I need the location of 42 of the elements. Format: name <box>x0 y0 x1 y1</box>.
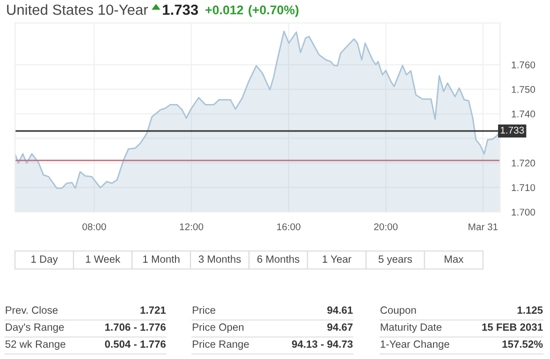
text: Day's Range <box>6 324 64 333</box>
text: 1 Month <box>143 255 180 263</box>
x-tick-label: 20:00 <box>374 223 398 230</box>
text: 94.67 <box>327 323 353 331</box>
y-tick-label: 1.750 <box>512 86 536 93</box>
text: Price <box>192 306 216 314</box>
x-tick-label: 12:00 <box>180 223 204 230</box>
text: 1.733 <box>162 4 198 15</box>
y-tick-label: 1.760 <box>512 61 536 68</box>
x-tick-label: Mar 31 <box>468 223 498 230</box>
y-tick-label: 1.700 <box>512 208 536 216</box>
text: 0.504 - 1.776 <box>105 340 166 348</box>
text: 15 FEB 2031 <box>482 323 543 331</box>
text: Maturity Date <box>380 323 442 333</box>
text: (+0.70%) <box>248 5 298 17</box>
text: 1 Year <box>322 256 352 263</box>
text: +0.012 <box>206 6 244 14</box>
y-tick-label: 1.740 <box>512 110 536 118</box>
text: 94.61 <box>327 306 353 314</box>
text: 94.13 - 94.73 <box>292 340 353 348</box>
text: 1 Day <box>31 256 58 265</box>
text: Price Range <box>192 340 249 350</box>
text: 1-Year Change <box>380 340 450 350</box>
text: Price Open <box>192 323 244 333</box>
chart-title: United States 10-Year <box>7 4 148 15</box>
text: 1.125 <box>518 306 543 314</box>
text: 5 years <box>378 256 412 265</box>
x-tick-label: 08:00 <box>82 223 106 230</box>
text: 1.721 <box>140 306 166 314</box>
text: 52 wk Range <box>5 340 66 350</box>
y-tick-label: 1.720 <box>512 160 536 167</box>
text: 1 Week <box>86 255 120 263</box>
text: 1.706 - 1.776 <box>105 323 166 331</box>
y-tick-label: 1.710 <box>512 184 536 192</box>
text: 3 Months <box>198 255 241 263</box>
text: 157.52% <box>502 340 543 348</box>
text: Coupon <box>380 306 416 316</box>
ref-line-label: 1.733 <box>500 126 524 134</box>
text: Prev. Close <box>6 306 58 314</box>
text: Max <box>444 256 464 263</box>
x-tick-label: 16:00 <box>277 223 300 230</box>
text: 6 Months <box>257 255 300 263</box>
